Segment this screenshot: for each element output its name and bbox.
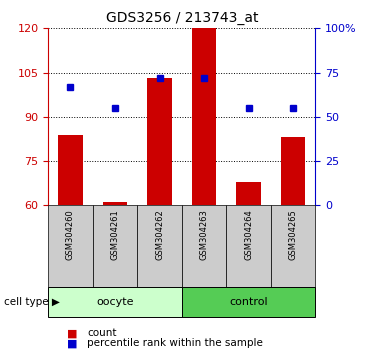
Bar [281, 137, 305, 205]
Title: GDS3256 / 213743_at: GDS3256 / 213743_at [105, 11, 258, 24]
Bar [236, 182, 261, 205]
Text: GSM304261: GSM304261 [111, 210, 119, 260]
Text: GSM304263: GSM304263 [200, 210, 209, 260]
Text: oocyte: oocyte [96, 297, 134, 307]
Bar [58, 135, 83, 205]
Text: GSM304260: GSM304260 [66, 210, 75, 260]
Text: GSM304262: GSM304262 [155, 210, 164, 260]
Text: control: control [229, 297, 268, 307]
Text: cell type ▶: cell type ▶ [4, 297, 60, 307]
Bar [192, 28, 216, 205]
Bar [103, 202, 127, 205]
Text: GSM304264: GSM304264 [244, 210, 253, 260]
Text: count: count [87, 329, 117, 338]
Bar [147, 79, 172, 205]
Text: percentile rank within the sample: percentile rank within the sample [87, 338, 263, 348]
Text: GSM304265: GSM304265 [289, 210, 298, 260]
Text: ■: ■ [67, 329, 77, 338]
Text: ■: ■ [67, 338, 77, 348]
